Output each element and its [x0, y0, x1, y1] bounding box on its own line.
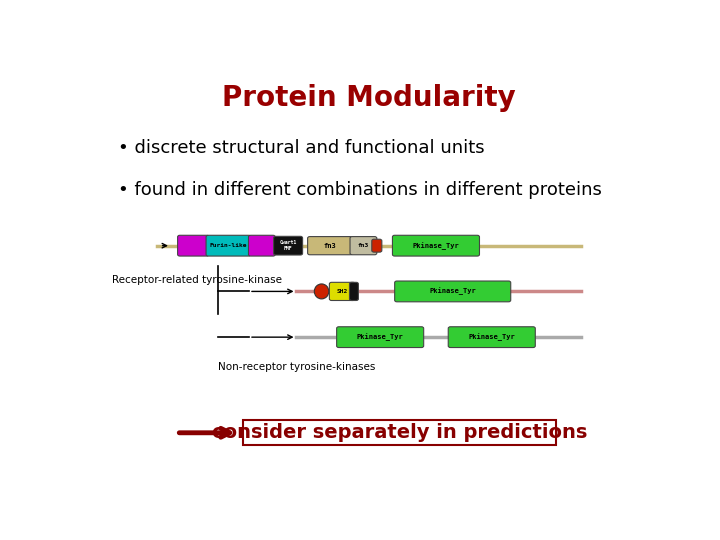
Text: fn3: fn3 — [358, 243, 369, 248]
Text: Cwart1
FMF: Cwart1 FMF — [279, 240, 297, 251]
FancyBboxPatch shape — [248, 235, 275, 256]
Text: Pkinase_Tyr: Pkinase_Tyr — [357, 333, 403, 341]
Text: Pkinase_Tyr: Pkinase_Tyr — [429, 287, 476, 295]
Text: fn3: fn3 — [323, 242, 336, 249]
Text: Receptor-related tyrosine-kinase: Receptor-related tyrosine-kinase — [112, 275, 282, 285]
Text: Non-receptor tyrosine-kinases: Non-receptor tyrosine-kinases — [218, 362, 376, 372]
Text: SH2: SH2 — [336, 289, 348, 294]
FancyBboxPatch shape — [206, 235, 251, 256]
Text: • found in different combinations in different proteins: • found in different combinations in dif… — [118, 180, 602, 199]
Text: Protein Modularity: Protein Modularity — [222, 84, 516, 112]
FancyBboxPatch shape — [392, 235, 480, 256]
Text: Pkinase_Tyr: Pkinase_Tyr — [469, 333, 515, 341]
FancyBboxPatch shape — [349, 282, 359, 300]
FancyBboxPatch shape — [449, 327, 535, 348]
Text: Furin-like: Furin-like — [210, 243, 247, 248]
Text: Pkinase_Tyr: Pkinase_Tyr — [413, 242, 459, 249]
FancyBboxPatch shape — [274, 237, 302, 255]
FancyBboxPatch shape — [337, 327, 423, 348]
FancyBboxPatch shape — [307, 237, 352, 255]
Ellipse shape — [315, 284, 329, 299]
FancyBboxPatch shape — [372, 239, 382, 252]
Text: • discrete structural and functional units: • discrete structural and functional uni… — [118, 139, 485, 157]
FancyBboxPatch shape — [178, 235, 209, 256]
FancyBboxPatch shape — [329, 282, 355, 300]
FancyBboxPatch shape — [350, 237, 377, 255]
FancyBboxPatch shape — [243, 420, 556, 445]
Text: consider separately in predictions: consider separately in predictions — [212, 423, 588, 442]
FancyBboxPatch shape — [395, 281, 510, 302]
